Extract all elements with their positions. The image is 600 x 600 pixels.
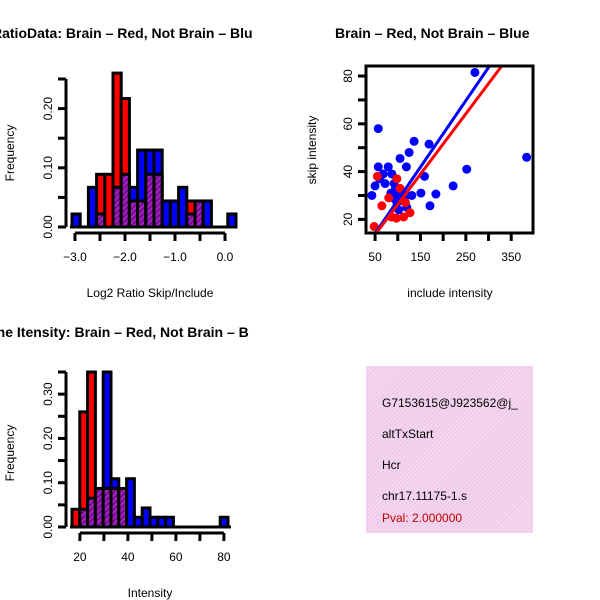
point-not-brain — [367, 190, 377, 200]
chart-title-ratio: RatioData: Brain – Red, Not Brain – Blu — [0, 25, 253, 41]
x-tick-label: −3.0 — [63, 250, 87, 264]
y-tick-label: 0.10 — [41, 156, 55, 180]
bar-not-brain — [201, 199, 213, 229]
point-not-brain — [370, 181, 380, 191]
x-tick-label: 20 — [73, 550, 87, 564]
chart-title-scatter: Brain – Red, Not Brain – Blue — [335, 25, 530, 41]
point-not-brain — [404, 147, 414, 157]
location: chr17.11175-1.s — [382, 489, 467, 503]
x-tick-label: 250 — [456, 250, 476, 264]
y-tick-label: 40 — [341, 165, 355, 179]
event-id: G7153615@J923562@j_ — [382, 396, 518, 410]
y-tick-label: 0.20 — [41, 97, 55, 121]
point-not-brain — [409, 136, 419, 146]
x-tick-label: −1.0 — [163, 250, 187, 264]
x-axis-label-ratio: Log2 Ratio Skip/Include — [87, 286, 214, 300]
point-not-brain — [395, 153, 405, 163]
point-not-brain — [425, 201, 435, 211]
point-brain — [377, 201, 387, 211]
x-tick-label: 0.0 — [217, 250, 234, 264]
point-brain — [384, 193, 394, 203]
point-not-brain — [407, 190, 417, 200]
x-tick-label: 80 — [217, 550, 231, 564]
x-tick-label: 50 — [368, 250, 382, 264]
y-tick-label: 0.20 — [41, 426, 55, 450]
point-not-brain — [373, 162, 383, 172]
y-tick-label: 0.10 — [41, 471, 55, 495]
fit-line-brain — [374, 66, 504, 233]
fit-line-not-brain — [373, 66, 492, 233]
point-not-brain — [470, 67, 480, 77]
chart-title-intensity: Gene Itensity: Brain – Red, Not Brain – … — [0, 324, 249, 340]
y-tick-label: 20 — [341, 212, 355, 226]
point-brain — [392, 174, 402, 184]
histogram-ratio: 0.00 0.10 0.20 −3.0 −2.0 −1.0 0.0 — [41, 71, 238, 264]
y-axis-label-ratio: Frequency — [3, 125, 17, 182]
scatter-intensity: 20 40 60 80 50 150 250 350 — [341, 64, 535, 264]
point-brain — [395, 183, 405, 193]
point-not-brain — [373, 124, 383, 134]
y-tick-label: 80 — [341, 69, 355, 83]
point-not-brain — [462, 164, 472, 174]
pval: Pval: 2.000000 — [382, 511, 463, 525]
bar-not-brain — [70, 212, 82, 229]
plot-box — [364, 64, 535, 235]
x-tick-label: 60 — [169, 550, 183, 564]
point-brain — [400, 198, 410, 208]
point-not-brain — [383, 162, 393, 172]
point-not-brain — [522, 152, 532, 162]
gene-name: Hcr — [382, 458, 401, 472]
plot-area — [367, 66, 532, 233]
event-type: altTxStart — [382, 427, 434, 441]
x-tick-label: 40 — [121, 550, 135, 564]
point-brain — [372, 171, 382, 181]
y-tick-label: 0.30 — [41, 382, 55, 406]
point-not-brain — [431, 189, 441, 199]
point-not-brain — [448, 181, 458, 191]
x-tick-label: 150 — [410, 250, 430, 264]
point-not-brain — [416, 188, 426, 198]
y-axis-label-intensity: Frequency — [3, 425, 17, 482]
y-tick-label: 0.00 — [41, 215, 55, 239]
point-brain — [399, 212, 409, 222]
point-brain — [405, 208, 415, 218]
x-axis-label-intensity: Intensity — [128, 586, 173, 600]
point-not-brain — [424, 139, 434, 149]
bar-not-brain — [226, 212, 238, 229]
histogram-intensity: 0.00 0.10 0.20 0.30 20 40 60 80 — [41, 370, 231, 564]
x-tick-label: 350 — [501, 250, 521, 264]
y-tick-label: 0.00 — [41, 515, 55, 539]
y-axis-label-scatter: skip intensity — [305, 116, 319, 185]
y-tick-label: 60 — [341, 117, 355, 131]
point-not-brain — [401, 162, 411, 172]
x-axis-label-scatter: include intensity — [407, 286, 492, 300]
x-tick-label: −2.0 — [113, 250, 137, 264]
info-panel: G7153615@J923562@j_ altTxStart Hcr chr17… — [366, 366, 533, 533]
point-brain — [369, 222, 379, 232]
